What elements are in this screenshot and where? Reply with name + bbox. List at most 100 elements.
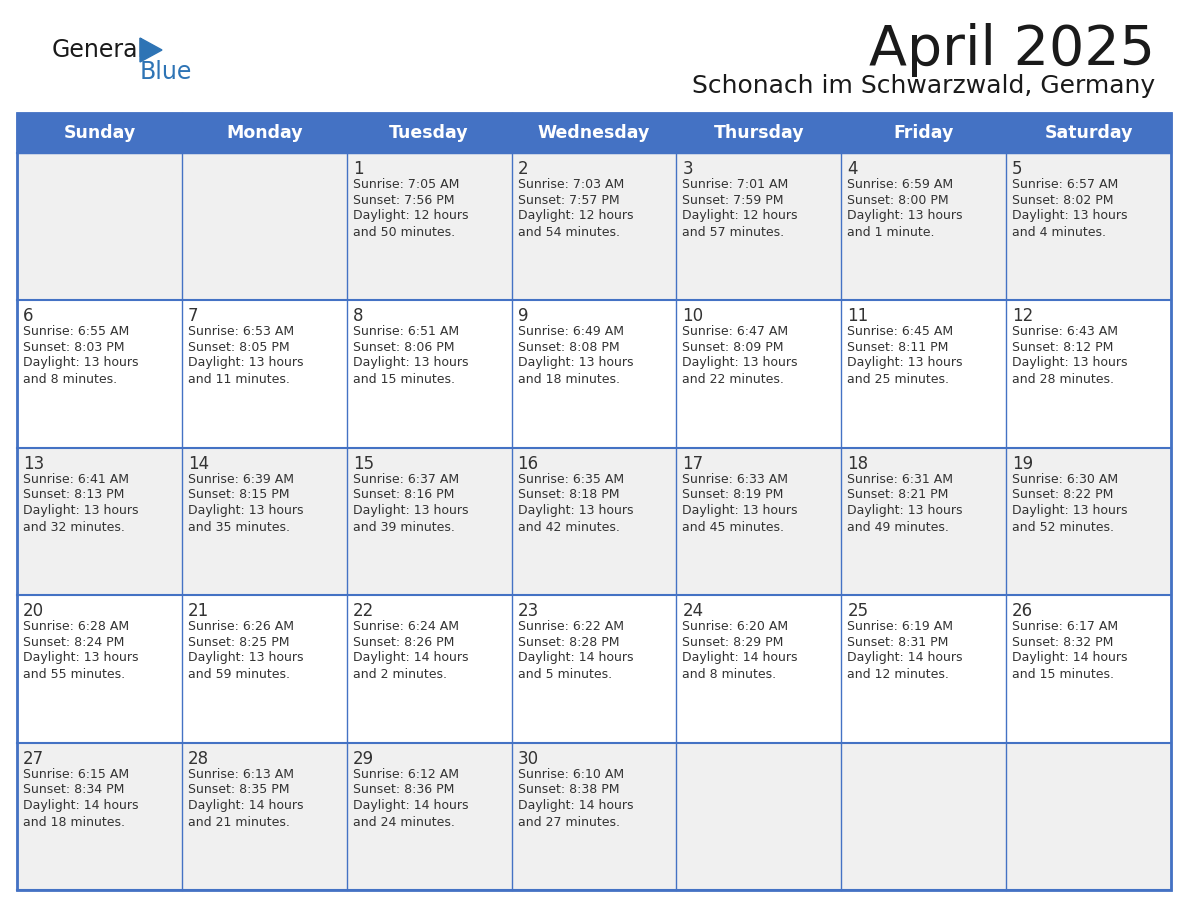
Text: 14: 14 [188,454,209,473]
Text: Daylight: 12 hours
and 54 minutes.: Daylight: 12 hours and 54 minutes. [518,209,633,239]
Text: Tuesday: Tuesday [390,124,469,142]
Text: Sunrise: 6:30 AM: Sunrise: 6:30 AM [1012,473,1118,486]
Bar [17,448,1171,595]
Text: 30: 30 [518,750,538,767]
Text: Daylight: 13 hours
and 52 minutes.: Daylight: 13 hours and 52 minutes. [1012,504,1127,533]
Text: 26: 26 [1012,602,1034,621]
Text: Daylight: 14 hours
and 24 minutes.: Daylight: 14 hours and 24 minutes. [353,799,468,829]
Text: Sunrise: 6:24 AM: Sunrise: 6:24 AM [353,621,459,633]
Text: Sunset: 8:02 PM: Sunset: 8:02 PM [1012,194,1113,207]
Text: 21: 21 [188,602,209,621]
Text: 15: 15 [353,454,374,473]
Text: Daylight: 13 hours
and 8 minutes.: Daylight: 13 hours and 8 minutes. [23,356,139,386]
Text: Sunrise: 6:57 AM: Sunrise: 6:57 AM [1012,178,1118,191]
Bar [17,113,1171,890]
Text: April 2025: April 2025 [868,23,1155,77]
Text: Sunset: 8:26 PM: Sunset: 8:26 PM [353,635,454,649]
Text: Sunrise: 6:33 AM: Sunrise: 6:33 AM [682,473,789,486]
Text: Sunrise: 6:19 AM: Sunrise: 6:19 AM [847,621,953,633]
Polygon shape [140,38,162,62]
Text: Daylight: 14 hours
and 27 minutes.: Daylight: 14 hours and 27 minutes. [518,799,633,829]
Text: Sunset: 8:15 PM: Sunset: 8:15 PM [188,488,290,501]
Text: Sunset: 8:19 PM: Sunset: 8:19 PM [682,488,784,501]
Text: Sunrise: 6:15 AM: Sunrise: 6:15 AM [23,767,129,780]
Text: Sunset: 8:29 PM: Sunset: 8:29 PM [682,635,784,649]
Text: 10: 10 [682,308,703,325]
Text: Sunrise: 6:17 AM: Sunrise: 6:17 AM [1012,621,1118,633]
Text: Daylight: 13 hours
and 59 minutes.: Daylight: 13 hours and 59 minutes. [188,651,303,681]
Text: Sunset: 8:12 PM: Sunset: 8:12 PM [1012,341,1113,354]
Text: Thursday: Thursday [714,124,804,142]
Text: 2: 2 [518,160,529,178]
Text: Sunset: 8:31 PM: Sunset: 8:31 PM [847,635,949,649]
Text: Sunrise: 6:31 AM: Sunrise: 6:31 AM [847,473,953,486]
Text: Sunrise: 6:35 AM: Sunrise: 6:35 AM [518,473,624,486]
Text: 25: 25 [847,602,868,621]
Text: 17: 17 [682,454,703,473]
Text: 9: 9 [518,308,529,325]
Text: Daylight: 13 hours
and 25 minutes.: Daylight: 13 hours and 25 minutes. [847,356,962,386]
Text: 18: 18 [847,454,868,473]
Text: Sunrise: 6:41 AM: Sunrise: 6:41 AM [23,473,129,486]
Text: Monday: Monday [226,124,303,142]
Text: 16: 16 [518,454,538,473]
Text: 3: 3 [682,160,693,178]
Text: Wednesday: Wednesday [538,124,650,142]
Text: Daylight: 13 hours
and 39 minutes.: Daylight: 13 hours and 39 minutes. [353,504,468,533]
Text: Daylight: 13 hours
and 42 minutes.: Daylight: 13 hours and 42 minutes. [518,504,633,533]
Text: Sunrise: 6:45 AM: Sunrise: 6:45 AM [847,325,954,339]
Text: Sunset: 8:13 PM: Sunset: 8:13 PM [23,488,125,501]
Text: Sunset: 8:06 PM: Sunset: 8:06 PM [353,341,454,354]
Text: 12: 12 [1012,308,1034,325]
Text: Sunrise: 6:20 AM: Sunrise: 6:20 AM [682,621,789,633]
Text: Sunrise: 6:47 AM: Sunrise: 6:47 AM [682,325,789,339]
Text: Sunset: 8:09 PM: Sunset: 8:09 PM [682,341,784,354]
Text: Sunrise: 6:26 AM: Sunrise: 6:26 AM [188,621,293,633]
Text: Sunset: 7:59 PM: Sunset: 7:59 PM [682,194,784,207]
Text: Sunrise: 6:12 AM: Sunrise: 6:12 AM [353,767,459,780]
Text: 28: 28 [188,750,209,767]
Text: Sunset: 8:05 PM: Sunset: 8:05 PM [188,341,290,354]
Text: Sunrise: 6:53 AM: Sunrise: 6:53 AM [188,325,293,339]
Text: 13: 13 [23,454,44,473]
Text: 29: 29 [353,750,374,767]
Text: Sunset: 8:25 PM: Sunset: 8:25 PM [188,635,290,649]
Text: Sunset: 8:11 PM: Sunset: 8:11 PM [847,341,949,354]
Text: Daylight: 13 hours
and 28 minutes.: Daylight: 13 hours and 28 minutes. [1012,356,1127,386]
Text: Sunset: 8:00 PM: Sunset: 8:00 PM [847,194,949,207]
Text: 24: 24 [682,602,703,621]
Text: Sunrise: 6:55 AM: Sunrise: 6:55 AM [23,325,129,339]
Text: Sunset: 8:34 PM: Sunset: 8:34 PM [23,783,125,796]
Text: Sunrise: 6:22 AM: Sunrise: 6:22 AM [518,621,624,633]
Text: Sunrise: 6:39 AM: Sunrise: 6:39 AM [188,473,293,486]
Text: 5: 5 [1012,160,1023,178]
Text: Daylight: 13 hours
and 15 minutes.: Daylight: 13 hours and 15 minutes. [353,356,468,386]
Bar [17,113,1171,153]
Text: Friday: Friday [893,124,954,142]
Text: 22: 22 [353,602,374,621]
Text: Sunset: 8:24 PM: Sunset: 8:24 PM [23,635,125,649]
Bar [17,595,1171,743]
Text: Daylight: 12 hours
and 57 minutes.: Daylight: 12 hours and 57 minutes. [682,209,798,239]
Text: Sunset: 7:57 PM: Sunset: 7:57 PM [518,194,619,207]
Text: 23: 23 [518,602,539,621]
Bar [17,743,1171,890]
Text: 19: 19 [1012,454,1034,473]
Text: Sunset: 8:32 PM: Sunset: 8:32 PM [1012,635,1113,649]
Text: General: General [52,38,145,62]
Text: Daylight: 14 hours
and 8 minutes.: Daylight: 14 hours and 8 minutes. [682,651,798,681]
Text: Sunset: 8:21 PM: Sunset: 8:21 PM [847,488,949,501]
Text: Sunset: 8:28 PM: Sunset: 8:28 PM [518,635,619,649]
Text: 27: 27 [23,750,44,767]
Text: Sunrise: 7:03 AM: Sunrise: 7:03 AM [518,178,624,191]
Text: Sunrise: 7:01 AM: Sunrise: 7:01 AM [682,178,789,191]
Text: 1: 1 [353,160,364,178]
Text: Sunday: Sunday [63,124,135,142]
Text: Daylight: 13 hours
and 45 minutes.: Daylight: 13 hours and 45 minutes. [682,504,798,533]
Text: Daylight: 14 hours
and 12 minutes.: Daylight: 14 hours and 12 minutes. [847,651,962,681]
Text: Sunset: 8:18 PM: Sunset: 8:18 PM [518,488,619,501]
Text: Sunset: 8:35 PM: Sunset: 8:35 PM [188,783,290,796]
Text: Blue: Blue [140,60,192,84]
Text: Daylight: 14 hours
and 21 minutes.: Daylight: 14 hours and 21 minutes. [188,799,303,829]
Text: Schonach im Schwarzwald, Germany: Schonach im Schwarzwald, Germany [691,74,1155,98]
